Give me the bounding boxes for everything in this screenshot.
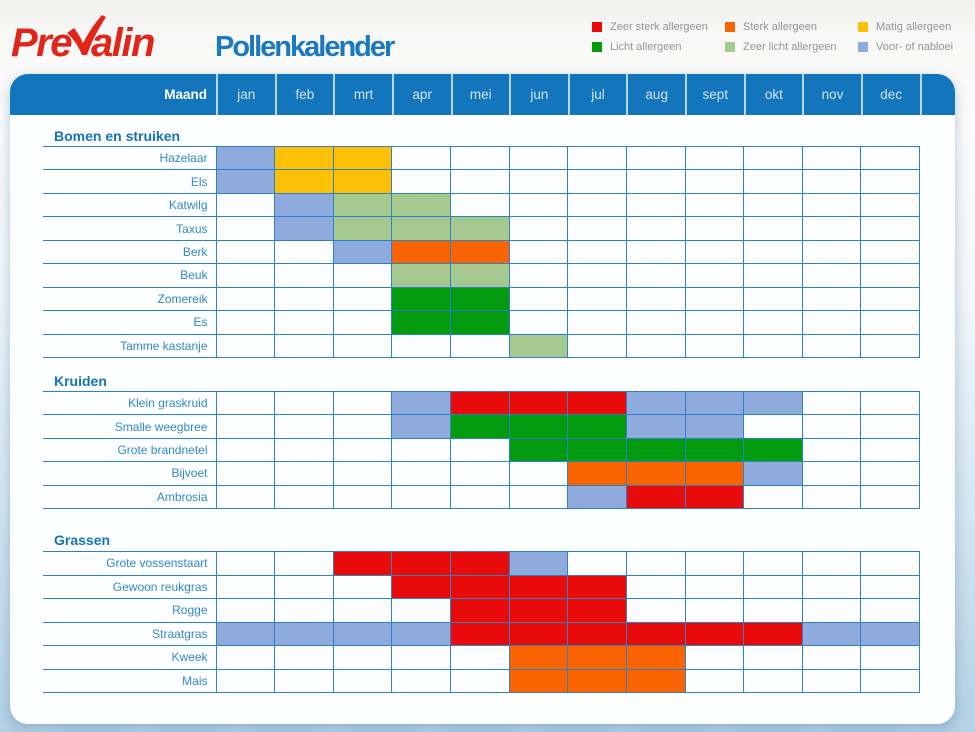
svg-text:Pre: Pre	[11, 21, 72, 64]
svg-text:alin: alin	[91, 21, 154, 64]
